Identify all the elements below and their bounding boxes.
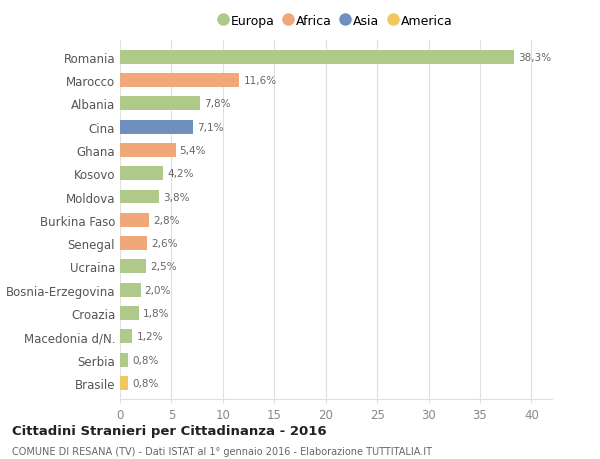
Text: 3,8%: 3,8%: [163, 192, 190, 202]
Text: 2,8%: 2,8%: [153, 215, 179, 225]
Text: 0,8%: 0,8%: [133, 355, 159, 365]
Text: 0,8%: 0,8%: [133, 378, 159, 388]
Bar: [120, 167, 163, 181]
Text: 38,3%: 38,3%: [518, 53, 551, 62]
Text: 2,6%: 2,6%: [151, 239, 178, 249]
Bar: [120, 236, 147, 251]
Text: 5,4%: 5,4%: [179, 146, 206, 156]
Bar: [120, 97, 200, 111]
Bar: [120, 376, 128, 390]
Text: 2,5%: 2,5%: [150, 262, 176, 272]
Legend: Europa, Africa, Asia, America: Europa, Africa, Asia, America: [216, 11, 456, 32]
Bar: [120, 144, 176, 157]
Bar: [120, 190, 159, 204]
Bar: [120, 50, 514, 65]
Bar: [120, 353, 128, 367]
Bar: [120, 213, 149, 227]
Text: 7,1%: 7,1%: [197, 123, 224, 132]
Text: 1,2%: 1,2%: [136, 331, 163, 341]
Text: 4,2%: 4,2%: [167, 169, 194, 179]
Bar: [120, 120, 193, 134]
Text: 11,6%: 11,6%: [244, 76, 277, 86]
Bar: [120, 74, 239, 88]
Bar: [120, 283, 140, 297]
Text: 2,0%: 2,0%: [145, 285, 171, 295]
Text: 1,8%: 1,8%: [143, 308, 169, 318]
Bar: [120, 260, 146, 274]
Text: 7,8%: 7,8%: [205, 99, 231, 109]
Bar: [120, 306, 139, 320]
Text: Cittadini Stranieri per Cittadinanza - 2016: Cittadini Stranieri per Cittadinanza - 2…: [12, 425, 326, 437]
Bar: [120, 330, 133, 343]
Text: COMUNE DI RESANA (TV) - Dati ISTAT al 1° gennaio 2016 - Elaborazione TUTTITALIA.: COMUNE DI RESANA (TV) - Dati ISTAT al 1°…: [12, 446, 432, 456]
